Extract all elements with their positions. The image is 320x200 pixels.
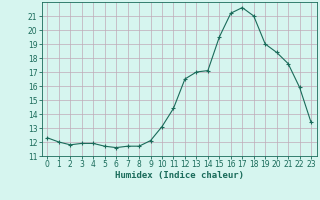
X-axis label: Humidex (Indice chaleur): Humidex (Indice chaleur) bbox=[115, 171, 244, 180]
